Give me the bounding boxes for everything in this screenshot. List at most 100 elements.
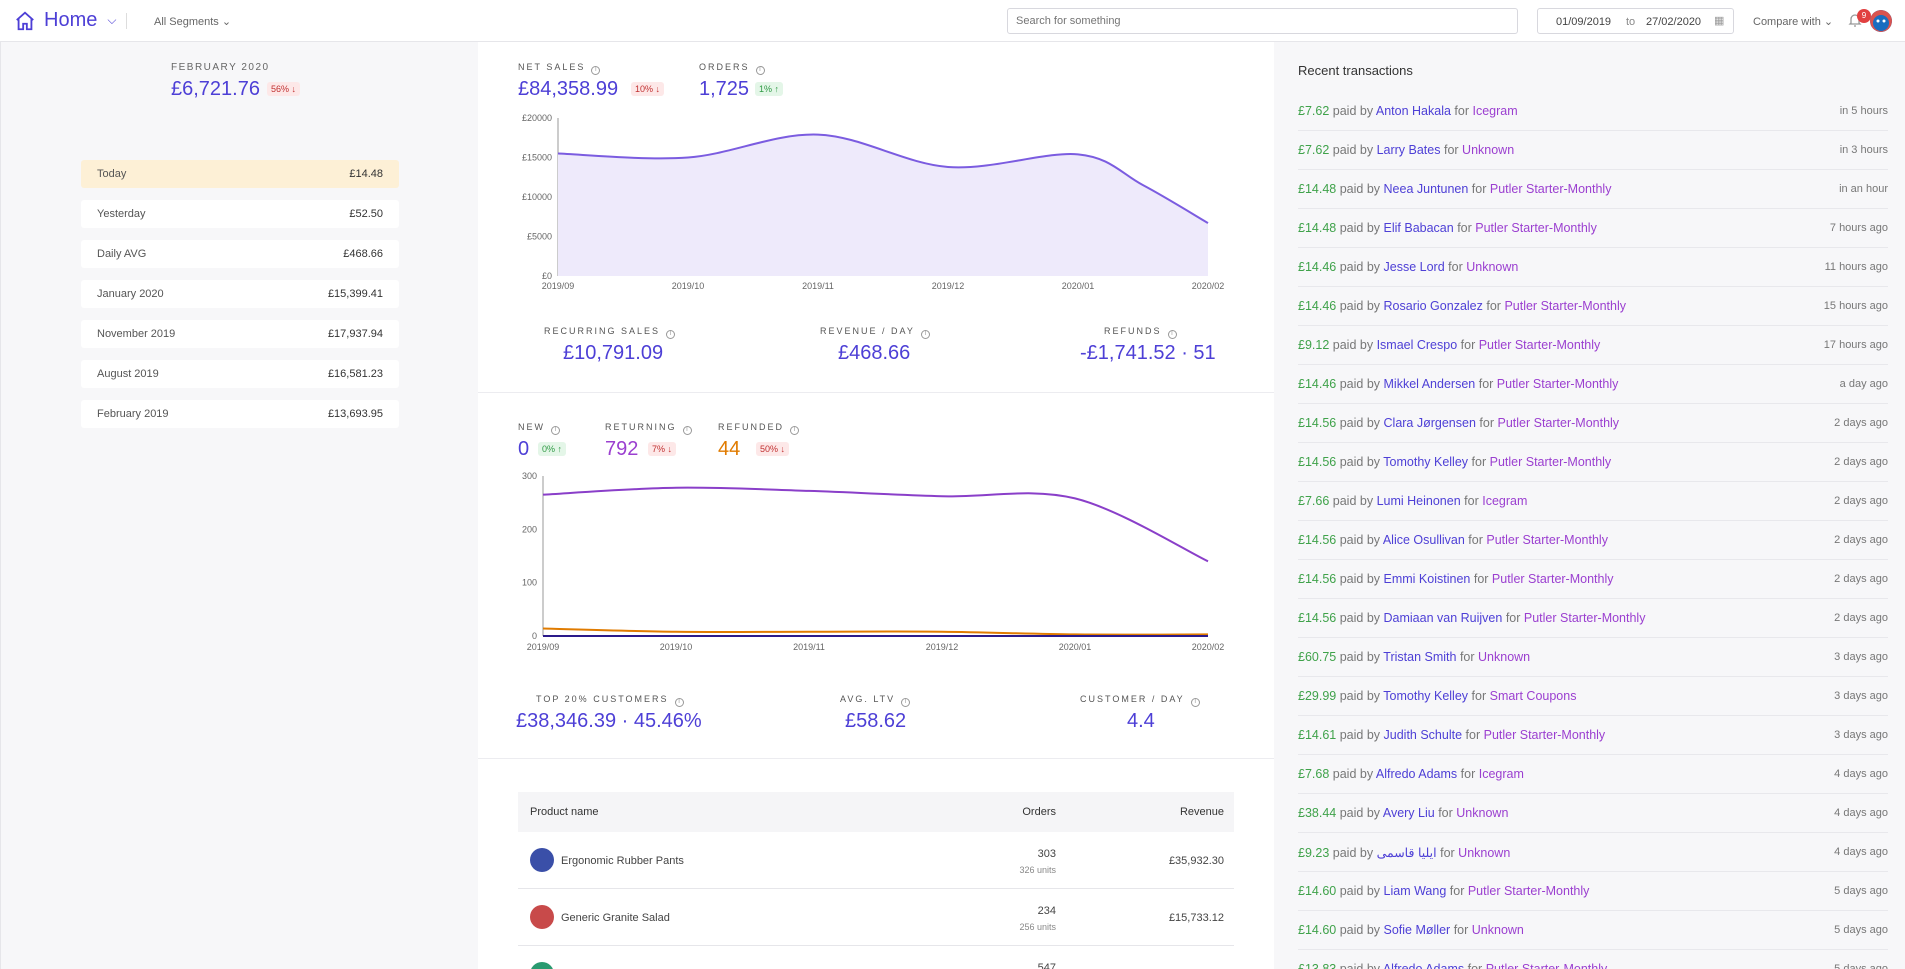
product-link[interactable]: Smart Coupons [1489, 689, 1577, 703]
info-icon[interactable]: i [755, 66, 765, 75]
list-item[interactable]: £14.56 paid by Tomothy Kelley for Putler… [1298, 443, 1888, 482]
table-row[interactable]: Ergonomic Rubber Pants 303 326 units £35… [518, 832, 1234, 889]
list-item[interactable]: £14.56 paid by Emmi Koistinen for Putler… [1298, 560, 1888, 599]
info-icon[interactable]: i [790, 426, 800, 435]
product-link[interactable]: Icegram [1478, 767, 1524, 781]
product-link[interactable]: Putler Starter-Monthly [1486, 533, 1608, 547]
list-item[interactable]: £13.83 paid by Alfredo Adams for Putler … [1298, 950, 1888, 969]
product-link[interactable]: Putler Starter-Monthly [1467, 884, 1590, 898]
info-icon[interactable]: i [682, 426, 692, 435]
list-item[interactable]: £14.46 paid by Jesse Lord for Unknown 11 … [1298, 248, 1888, 287]
list-item[interactable]: £14.56 paid by Damiaan van Ruijven for P… [1298, 599, 1888, 638]
product-link[interactable]: Unknown [1458, 846, 1511, 860]
info-icon[interactable]: i [901, 698, 911, 707]
customer-name-link[interactable]: Alfredo Adams [1382, 962, 1465, 969]
customer-name-link[interactable]: Lumi Heinonen [1376, 494, 1461, 508]
calendar-icon[interactable]: ▦ [1714, 15, 1725, 27]
search-input[interactable] [1007, 8, 1518, 34]
period-row-daily-avg[interactable]: Daily AVG £468.66 [81, 240, 399, 268]
product-link[interactable]: Unknown [1471, 923, 1524, 937]
list-item[interactable]: £7.62 paid by Anton Hakala for Icegram in… [1298, 92, 1888, 131]
list-item[interactable]: £7.68 paid by Alfredo Adams for Icegram 4… [1298, 755, 1888, 794]
product-link[interactable]: Putler Starter-Monthly [1523, 611, 1646, 625]
customer-name-link[interactable]: Jesse Lord [1383, 260, 1445, 274]
list-item[interactable]: £38.44 paid by Avery Liu for Unknown 4 da… [1298, 794, 1888, 833]
product-link[interactable]: Unknown [1478, 650, 1531, 664]
customer-name-link[interactable]: Sofie Møller [1383, 923, 1451, 937]
customer-name-link[interactable]: Tristan Smith [1383, 650, 1457, 664]
customer-name-link[interactable]: Tomothy Kelley [1383, 455, 1469, 469]
list-item[interactable]: £14.46 paid by Mikkel Andersen for Putle… [1298, 365, 1888, 404]
list-item[interactable]: £14.56 paid by Clara Jørgensen for Putle… [1298, 404, 1888, 443]
col-product-name[interactable]: Product name [530, 806, 599, 818]
info-icon[interactable]: i [551, 426, 560, 435]
customer-name-link[interactable]: Rosario Gonzalez [1383, 299, 1483, 313]
date-from[interactable]: 01/09/2019 [1556, 16, 1612, 28]
info-icon[interactable]: i [1190, 698, 1200, 707]
list-item[interactable]: £14.56 paid by Alice Osullivan for Putle… [1298, 521, 1888, 560]
home-menu[interactable]: Home ⌵ [14, 9, 116, 32]
date-to[interactable]: 27/02/2020 [1646, 16, 1702, 28]
product-link[interactable]: Putler Starter-Monthly [1497, 416, 1620, 430]
period-row-january-2020[interactable]: January 2020 £15,399.41 [81, 280, 399, 308]
list-item[interactable]: £14.60 paid by Liam Wang for Putler Star… [1298, 872, 1888, 911]
customer-name-link[interactable]: Ismael Crespo [1376, 338, 1458, 352]
product-link[interactable]: Putler Starter-Monthly [1489, 455, 1612, 469]
product-link[interactable]: Putler Starter-Monthly [1504, 299, 1627, 313]
avatar[interactable] [1870, 10, 1892, 32]
segments-dropdown[interactable]: All Segments ⌄ [154, 16, 232, 28]
customer-name-link[interactable]: Larry Bates [1376, 143, 1441, 157]
info-icon[interactable]: i [666, 330, 676, 339]
product-link[interactable]: Putler Starter-Monthly [1475, 221, 1597, 235]
product-link[interactable]: Icegram [1482, 494, 1528, 508]
customer-name-link[interactable]: Neea Juntunen [1383, 182, 1469, 196]
customer-name-link[interactable]: Clara Jørgensen [1383, 416, 1476, 430]
compare-dropdown[interactable]: Compare with ⌄ [1753, 16, 1834, 28]
table-row[interactable]: 547 [518, 946, 1234, 969]
list-item[interactable]: £14.48 paid by Elif Babacan for Putler S… [1298, 209, 1888, 248]
info-icon[interactable]: i [920, 330, 930, 339]
product-link[interactable]: Unknown [1456, 806, 1509, 820]
customer-name-link[interactable]: Mikkel Andersen [1383, 377, 1476, 391]
product-link[interactable]: Putler Starter-Monthly [1496, 377, 1619, 391]
info-icon[interactable]: i [591, 66, 601, 75]
product-link[interactable]: Putler Starter-Monthly [1489, 182, 1612, 196]
customer-name-link[interactable]: Avery Liu [1382, 806, 1435, 820]
customer-name-link[interactable]: Elif Babacan [1383, 221, 1454, 235]
period-row-august-2019[interactable]: August 2019 £16,581.23 [81, 360, 399, 388]
info-icon[interactable]: i [674, 698, 684, 707]
period-row-yesterday[interactable]: Yesterday £52.50 [81, 200, 399, 228]
customer-name-link[interactable]: Judith Schulte [1383, 728, 1463, 742]
list-item[interactable]: £14.61 paid by Judith Schulte for Putler… [1298, 716, 1888, 755]
product-link[interactable]: Putler Starter-Monthly [1478, 338, 1601, 352]
list-item[interactable]: £9.23 paid by ایلیا قاسمی for Unknown 4 d… [1298, 833, 1888, 872]
period-row-today[interactable]: Today £14.48 [81, 160, 399, 188]
customer-name-link[interactable]: Tomothy Kelley [1383, 689, 1469, 703]
list-item[interactable]: £29.99 paid by Tomothy Kelley for Smart … [1298, 677, 1888, 716]
col-orders[interactable]: Orders [1022, 806, 1056, 818]
customer-name-link[interactable]: Anton Hakala [1375, 104, 1451, 118]
col-revenue[interactable]: Revenue [1179, 806, 1224, 818]
customer-name-link[interactable]: ایلیا قاسمی [1376, 846, 1437, 860]
product-link[interactable]: Putler Starter-Monthly [1485, 962, 1608, 969]
customer-name-link[interactable]: Alice Osullivan [1382, 533, 1465, 547]
period-row-february-2019[interactable]: February 2019 £13,693.95 [81, 400, 399, 428]
date-range-picker[interactable]: 01/09/2019 to 27/02/2020 ▦ [1537, 8, 1734, 34]
list-item[interactable]: £14.60 paid by Sofie Møller for Unknown 5… [1298, 911, 1888, 950]
product-link[interactable]: Putler Starter-Monthly [1491, 572, 1614, 586]
product-link[interactable]: Unknown [1462, 143, 1515, 157]
list-item[interactable]: £7.66 paid by Lumi Heinonen for Icegram 2… [1298, 482, 1888, 521]
period-row-november-2019[interactable]: November 2019 £17,937.94 [81, 320, 399, 348]
customer-name-link[interactable]: Emmi Koistinen [1383, 572, 1471, 586]
table-row[interactable]: Generic Granite Salad 234 256 units £15,… [518, 889, 1234, 946]
customer-name-link[interactable]: Liam Wang [1383, 884, 1447, 898]
info-icon[interactable]: i [1167, 330, 1177, 339]
list-item[interactable]: £60.75 paid by Tristan Smith for Unknown… [1298, 638, 1888, 677]
product-link[interactable]: Putler Starter-Monthly [1483, 728, 1606, 742]
product-link[interactable]: Unknown [1466, 260, 1519, 274]
customer-name-link[interactable]: Damiaan van Ruijven [1383, 611, 1503, 625]
list-item[interactable]: £14.46 paid by Rosario Gonzalez for Putl… [1298, 287, 1888, 326]
customer-name-link[interactable]: Alfredo Adams [1375, 767, 1458, 781]
list-item[interactable]: £9.12 paid by Ismael Crespo for Putler S… [1298, 326, 1888, 365]
list-item[interactable]: £14.48 paid by Neea Juntunen for Putler … [1298, 170, 1888, 209]
